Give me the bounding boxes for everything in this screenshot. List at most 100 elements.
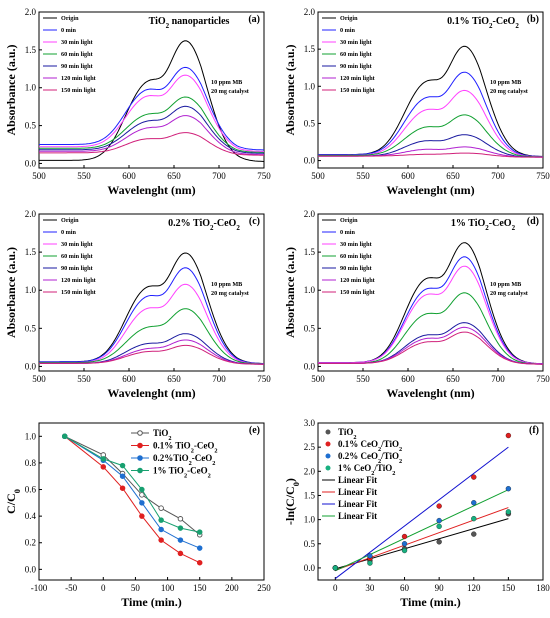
x-tick-label: -50 bbox=[65, 583, 77, 593]
plot-frame bbox=[38, 11, 265, 169]
panel-title: 0.1% TiO2-CeO2 bbox=[447, 16, 519, 30]
y-axis-label: Absorbance (a.u.) bbox=[4, 247, 18, 338]
y-axis-label: Absorbance (a.u.) bbox=[283, 44, 297, 135]
spectrum-line-6 bbox=[318, 331, 543, 365]
legend-entry: 0 min bbox=[61, 229, 77, 236]
legend-entry: Linear Fit bbox=[338, 499, 377, 509]
y-tick-label: 1.0 bbox=[25, 83, 37, 93]
x-tick-label: 30 bbox=[365, 583, 375, 593]
legend-entry: 60 min light bbox=[340, 253, 373, 260]
legend-entry: 30 min light bbox=[61, 241, 94, 248]
legend-marker bbox=[137, 442, 143, 449]
y-axis-label: -ln(C/C0) bbox=[283, 478, 301, 525]
data-point bbox=[139, 500, 145, 506]
spectra bbox=[39, 40, 264, 162]
x-tick-label: 700 bbox=[212, 171, 226, 181]
x-tick-label: 600 bbox=[401, 374, 415, 384]
x-tick-label: 700 bbox=[491, 374, 505, 384]
legend-entry: Origin bbox=[61, 15, 79, 22]
x-tick-label: 550 bbox=[77, 374, 91, 384]
spectrum-line-0 bbox=[39, 40, 264, 162]
plot-frame bbox=[317, 11, 544, 169]
x-axis-label: Wavelenght (nm) bbox=[386, 183, 474, 197]
legend-entry: 90 min light bbox=[340, 265, 373, 272]
x-tick-label: 600 bbox=[122, 374, 136, 384]
panel-label: (a) bbox=[248, 14, 260, 25]
legend-entry: 150 min light bbox=[61, 289, 97, 296]
y-tick-label: 0.0 bbox=[304, 156, 316, 166]
spectra bbox=[318, 45, 543, 158]
legend-entry: 30 min light bbox=[340, 39, 373, 46]
y-tick-label: 1.0 bbox=[304, 81, 316, 91]
plot-frame bbox=[38, 422, 265, 581]
x-tick-label: 500 bbox=[32, 171, 46, 181]
legend-entry: Linear Fit bbox=[338, 475, 377, 485]
data-point bbox=[158, 537, 164, 543]
x-tick-label: 50 bbox=[131, 583, 141, 593]
x-tick-label: 200 bbox=[225, 583, 239, 593]
spectrum-line-4 bbox=[318, 322, 543, 365]
legend-entry: 150 min light bbox=[340, 87, 376, 94]
x-tick-label: 750 bbox=[536, 171, 550, 181]
legend-entry: Origin bbox=[340, 217, 358, 224]
y-tick-label: 1.5 bbox=[25, 45, 37, 55]
spectrum-line-1 bbox=[39, 66, 264, 151]
y-tick-label: 0.0 bbox=[304, 563, 316, 573]
x-tick-label: 550 bbox=[77, 171, 91, 181]
data-point bbox=[119, 462, 126, 469]
x-tick-label: 650 bbox=[167, 374, 181, 384]
data-point bbox=[332, 565, 338, 571]
panel-label: (c) bbox=[249, 216, 260, 227]
panel-label: (b) bbox=[527, 14, 539, 25]
legend-entry: 1% CeO2/TiO2 bbox=[338, 463, 395, 477]
data-point bbox=[471, 474, 477, 480]
x-tick-label: 550 bbox=[356, 374, 370, 384]
legend-entry: TiO2 bbox=[153, 428, 172, 442]
x-axis-label: Wavelenght (nm) bbox=[107, 386, 195, 400]
chart-panel-d: 500 550 600 650 700 750 0.0 0.5 1.0 1.5 2.0 Wavelen… bbox=[283, 209, 550, 400]
data-point bbox=[505, 509, 512, 515]
data-point bbox=[505, 432, 512, 439]
y-tick-label: 2.0 bbox=[25, 209, 37, 219]
annotation-note: 10 ppm MB bbox=[211, 79, 242, 86]
spectrum-line-3 bbox=[318, 114, 543, 158]
x-axis-label: Wavelenght (nm) bbox=[386, 386, 474, 400]
legend-entry: TiO2 bbox=[338, 427, 357, 441]
spectrum-line-2 bbox=[39, 74, 264, 152]
x-tick-label: 150 bbox=[502, 583, 516, 593]
y-tick-label: 0.8 bbox=[25, 458, 37, 468]
x-tick-label: 700 bbox=[491, 171, 505, 181]
chart-panel-c: 500 550 600 650 700 750 0.0 0.5 1.0 1.5 2.0 Wavelen… bbox=[4, 209, 271, 400]
x-tick-label: 750 bbox=[536, 374, 550, 384]
legend-marker bbox=[137, 430, 143, 436]
x-tick-label: 650 bbox=[446, 374, 460, 384]
data-point bbox=[401, 533, 408, 540]
legend-entry: 1% TiO2-CeO2 bbox=[153, 466, 211, 480]
chart-panel-e: -100 -50 0 50 100 150 200 250 0.0 0.2 0.4 0.6 0.8 1.0… bbox=[4, 422, 271, 609]
x-tick-label: -100 bbox=[31, 583, 48, 593]
y-tick-label: 2.0 bbox=[304, 209, 316, 219]
x-tick-label: 750 bbox=[257, 171, 271, 181]
y-axis-label: Absorbance (a.u.) bbox=[4, 44, 18, 135]
legend-entry: 90 min light bbox=[61, 265, 94, 272]
plot-frame bbox=[38, 213, 265, 372]
data-point bbox=[177, 525, 184, 531]
legend-entry: 120 min light bbox=[340, 277, 376, 284]
y-tick-label: 0.0 bbox=[25, 158, 37, 168]
data-point bbox=[139, 513, 145, 519]
data-point bbox=[401, 541, 408, 547]
spectra bbox=[318, 242, 543, 365]
y-tick-label: 0.5 bbox=[304, 118, 316, 128]
plot-frame bbox=[317, 422, 544, 581]
fit-line-3 bbox=[335, 489, 509, 572]
y-tick-label: 1.0 bbox=[25, 285, 37, 295]
x-tick-label: 650 bbox=[446, 171, 460, 181]
chart-panel-f: 0 30 60 90 120 150 180 0.0 0.5 1.0 1.5 2.0 2.5 3.0 Tim… bbox=[283, 418, 550, 609]
data-point bbox=[177, 537, 184, 543]
data-point bbox=[401, 547, 408, 554]
data-point bbox=[436, 503, 442, 509]
x-tick-label: 120 bbox=[467, 583, 481, 593]
chart-panel-a: 500 550 600 650 700 750 0.0 0.5 1.0 1.5 2.0 Wavelen… bbox=[4, 7, 271, 197]
data-point bbox=[367, 560, 373, 566]
